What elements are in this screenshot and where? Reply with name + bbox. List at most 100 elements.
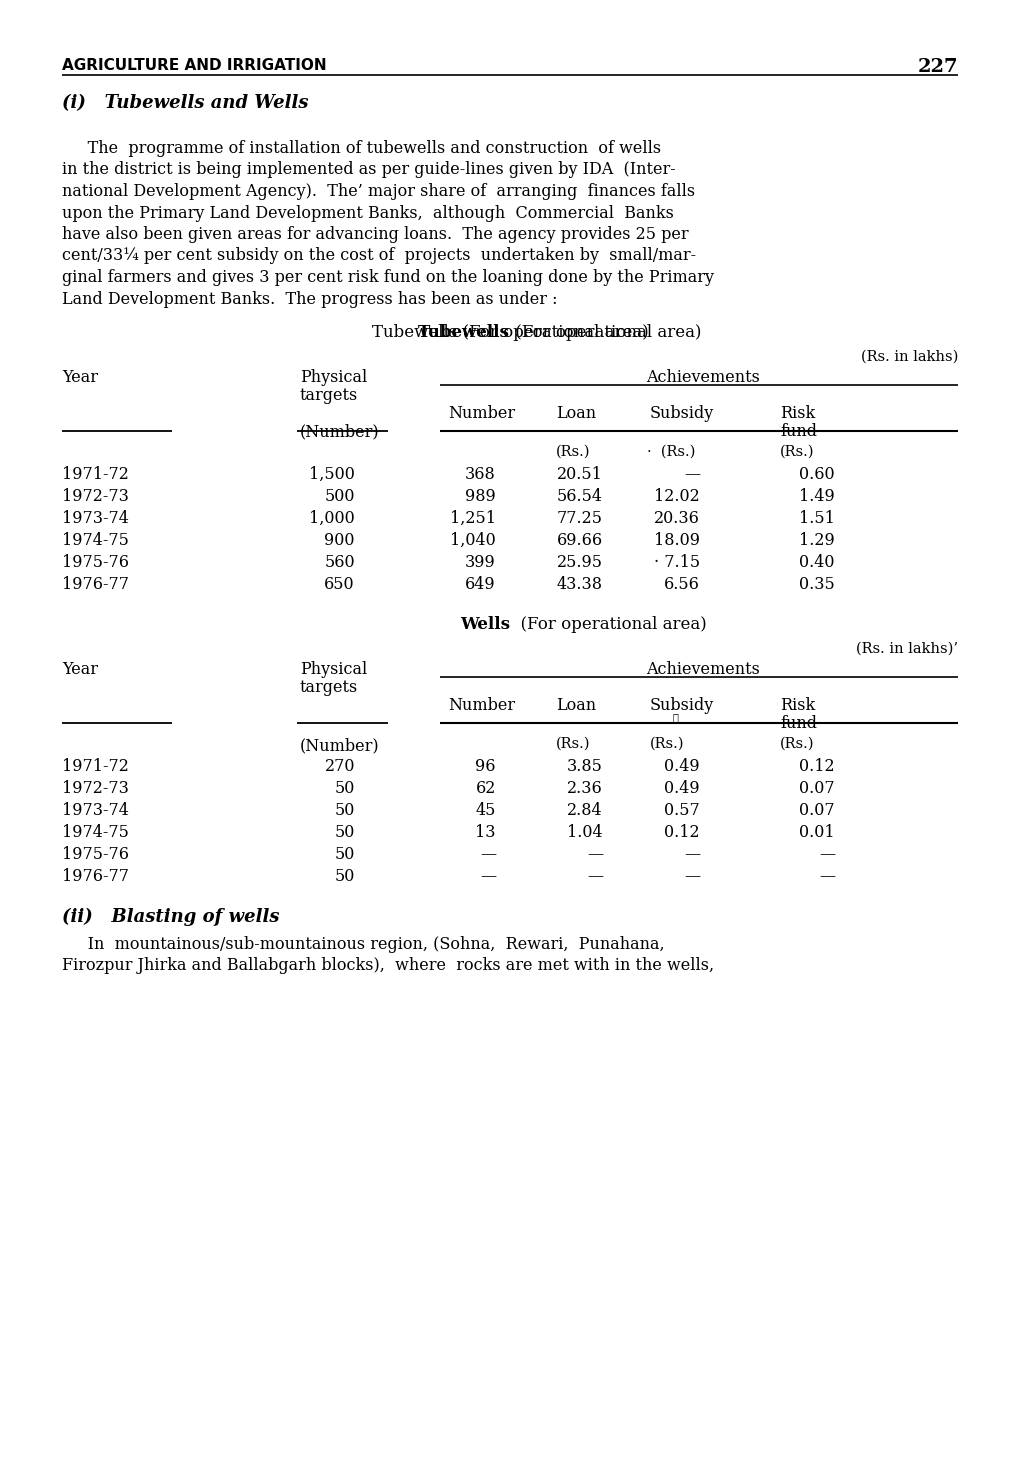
Text: (Rs.): (Rs.) bbox=[555, 445, 590, 459]
Text: 1972-73: 1972-73 bbox=[62, 780, 128, 798]
Text: · 7.15: · 7.15 bbox=[653, 554, 699, 571]
Text: —: — bbox=[586, 847, 602, 863]
Text: AGRICULTURE AND IRRIGATION: AGRICULTURE AND IRRIGATION bbox=[62, 58, 326, 73]
Text: (Rs.): (Rs.) bbox=[649, 737, 684, 750]
Text: ❘: ❘ bbox=[673, 713, 679, 722]
Text: Land Development Banks.  The progress has been as under :: Land Development Banks. The progress has… bbox=[62, 290, 557, 308]
Text: 1971-72: 1971-72 bbox=[62, 758, 128, 776]
Text: 0.12: 0.12 bbox=[663, 824, 699, 841]
Text: 0.49: 0.49 bbox=[663, 780, 699, 798]
Text: 989: 989 bbox=[465, 488, 495, 505]
Text: 1,251: 1,251 bbox=[449, 511, 495, 527]
Text: 0.07: 0.07 bbox=[799, 780, 835, 798]
Text: Subsidy: Subsidy bbox=[649, 406, 713, 422]
Text: —: — bbox=[586, 867, 602, 885]
Text: Number: Number bbox=[447, 697, 515, 713]
Text: 25.95: 25.95 bbox=[556, 554, 602, 571]
Text: upon the Primary Land Development Banks,  although  Commercial  Banks: upon the Primary Land Development Banks,… bbox=[62, 204, 674, 222]
Text: 1975-76: 1975-76 bbox=[62, 847, 128, 863]
Text: (Rs.): (Rs.) bbox=[555, 737, 590, 750]
Text: 1974-75: 1974-75 bbox=[62, 824, 128, 841]
Text: (Number): (Number) bbox=[300, 737, 379, 753]
Text: 20.51: 20.51 bbox=[556, 466, 602, 482]
Text: 1976-77: 1976-77 bbox=[62, 867, 128, 885]
Text: Loan: Loan bbox=[555, 406, 595, 422]
Text: 50: 50 bbox=[334, 867, 355, 885]
Text: 0.49: 0.49 bbox=[663, 758, 699, 776]
Text: 45: 45 bbox=[475, 802, 495, 818]
Text: ginal farmers and gives 3 per cent risk fund on the loaning done by the Primary: ginal farmers and gives 3 per cent risk … bbox=[62, 269, 713, 286]
Text: 0.60: 0.60 bbox=[799, 466, 835, 482]
Text: Physical: Physical bbox=[300, 662, 367, 678]
Text: In  mountainous/sub-mountainous region, (Sohna,  Rewari,  Punahana,: In mountainous/sub-mountainous region, (… bbox=[62, 935, 664, 953]
Text: —: — bbox=[818, 847, 835, 863]
Text: 500: 500 bbox=[324, 488, 355, 505]
Text: in the district is being implemented as per guide-lines given by IDA  (Inter-: in the district is being implemented as … bbox=[62, 161, 676, 179]
Text: 1975-76: 1975-76 bbox=[62, 554, 128, 571]
Text: 50: 50 bbox=[334, 847, 355, 863]
Text: (Rs.): (Rs.) bbox=[780, 445, 814, 459]
Text: 2.84: 2.84 bbox=[567, 802, 602, 818]
Text: 50: 50 bbox=[334, 824, 355, 841]
Text: (For operational area): (For operational area) bbox=[510, 616, 706, 633]
Text: 1973-74: 1973-74 bbox=[62, 802, 128, 818]
Text: targets: targets bbox=[300, 679, 358, 696]
Text: targets: targets bbox=[300, 386, 358, 404]
Text: 0.07: 0.07 bbox=[799, 802, 835, 818]
Text: 43.38: 43.38 bbox=[556, 576, 602, 593]
Text: 368: 368 bbox=[465, 466, 495, 482]
Text: ·  (Rs.): · (Rs.) bbox=[646, 445, 695, 459]
Text: 1976-77: 1976-77 bbox=[62, 576, 128, 593]
Text: 1.04: 1.04 bbox=[567, 824, 602, 841]
Text: Risk: Risk bbox=[780, 406, 814, 422]
Text: (ii)   Blasting of wells: (ii) Blasting of wells bbox=[62, 909, 279, 926]
Text: fund: fund bbox=[780, 715, 816, 733]
Text: 56.54: 56.54 bbox=[556, 488, 602, 505]
Text: —: — bbox=[683, 466, 699, 482]
Text: fund: fund bbox=[780, 423, 816, 440]
Text: 227: 227 bbox=[917, 58, 957, 75]
Text: 69.66: 69.66 bbox=[556, 531, 602, 549]
Text: 96: 96 bbox=[475, 758, 495, 776]
Text: 1.29: 1.29 bbox=[799, 531, 835, 549]
Text: 1,040: 1,040 bbox=[449, 531, 495, 549]
Text: 0.57: 0.57 bbox=[663, 802, 699, 818]
Text: (Rs. in lakhs)’: (Rs. in lakhs)’ bbox=[855, 642, 957, 656]
Text: 1,000: 1,000 bbox=[309, 511, 355, 527]
Text: Year: Year bbox=[62, 662, 98, 678]
Text: 1972-73: 1972-73 bbox=[62, 488, 128, 505]
Text: 900: 900 bbox=[324, 531, 355, 549]
Text: (Rs.): (Rs.) bbox=[780, 737, 814, 750]
Text: 62: 62 bbox=[475, 780, 495, 798]
Text: 0.01: 0.01 bbox=[799, 824, 835, 841]
Text: Subsidy: Subsidy bbox=[649, 697, 713, 713]
Text: Tubewells: Tubewells bbox=[418, 324, 510, 340]
Text: —: — bbox=[818, 867, 835, 885]
Text: 560: 560 bbox=[324, 554, 355, 571]
Text: 20.36: 20.36 bbox=[653, 511, 699, 527]
Text: 1.51: 1.51 bbox=[798, 511, 835, 527]
Text: 77.25: 77.25 bbox=[556, 511, 602, 527]
Text: Wells: Wells bbox=[460, 616, 510, 633]
Text: 13: 13 bbox=[475, 824, 495, 841]
Text: cent/33¼ per cent subsidy on the cost of  projects  undertaken by  small/mar-: cent/33¼ per cent subsidy on the cost of… bbox=[62, 247, 695, 265]
Text: —: — bbox=[479, 847, 495, 863]
Text: Achievements: Achievements bbox=[645, 369, 759, 386]
Text: Loan: Loan bbox=[555, 697, 595, 713]
Text: 399: 399 bbox=[465, 554, 495, 571]
Text: —: — bbox=[479, 867, 495, 885]
Text: Firozpur Jhirka and Ballabgarh blocks),  where  rocks are met with in the wells,: Firozpur Jhirka and Ballabgarh blocks), … bbox=[62, 958, 713, 974]
Text: Year: Year bbox=[62, 369, 98, 386]
Text: 1973-74: 1973-74 bbox=[62, 511, 128, 527]
Text: 1,500: 1,500 bbox=[309, 466, 355, 482]
Text: Achievements: Achievements bbox=[645, 662, 759, 678]
Text: (For operational area): (For operational area) bbox=[510, 324, 701, 340]
Text: Tubewells (For operational area): Tubewells (For operational area) bbox=[371, 324, 648, 340]
Text: Physical: Physical bbox=[300, 369, 367, 386]
Text: 1.49: 1.49 bbox=[799, 488, 835, 505]
Text: 0.35: 0.35 bbox=[799, 576, 835, 593]
Text: 650: 650 bbox=[324, 576, 355, 593]
Text: 50: 50 bbox=[334, 802, 355, 818]
Text: have also been given areas for advancing loans.  The agency provides 25 per: have also been given areas for advancing… bbox=[62, 226, 688, 243]
Text: Number: Number bbox=[447, 406, 515, 422]
